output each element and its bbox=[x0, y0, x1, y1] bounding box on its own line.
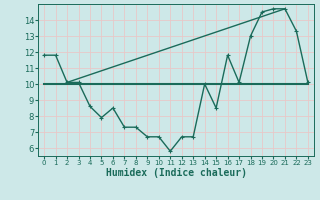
X-axis label: Humidex (Indice chaleur): Humidex (Indice chaleur) bbox=[106, 168, 246, 178]
